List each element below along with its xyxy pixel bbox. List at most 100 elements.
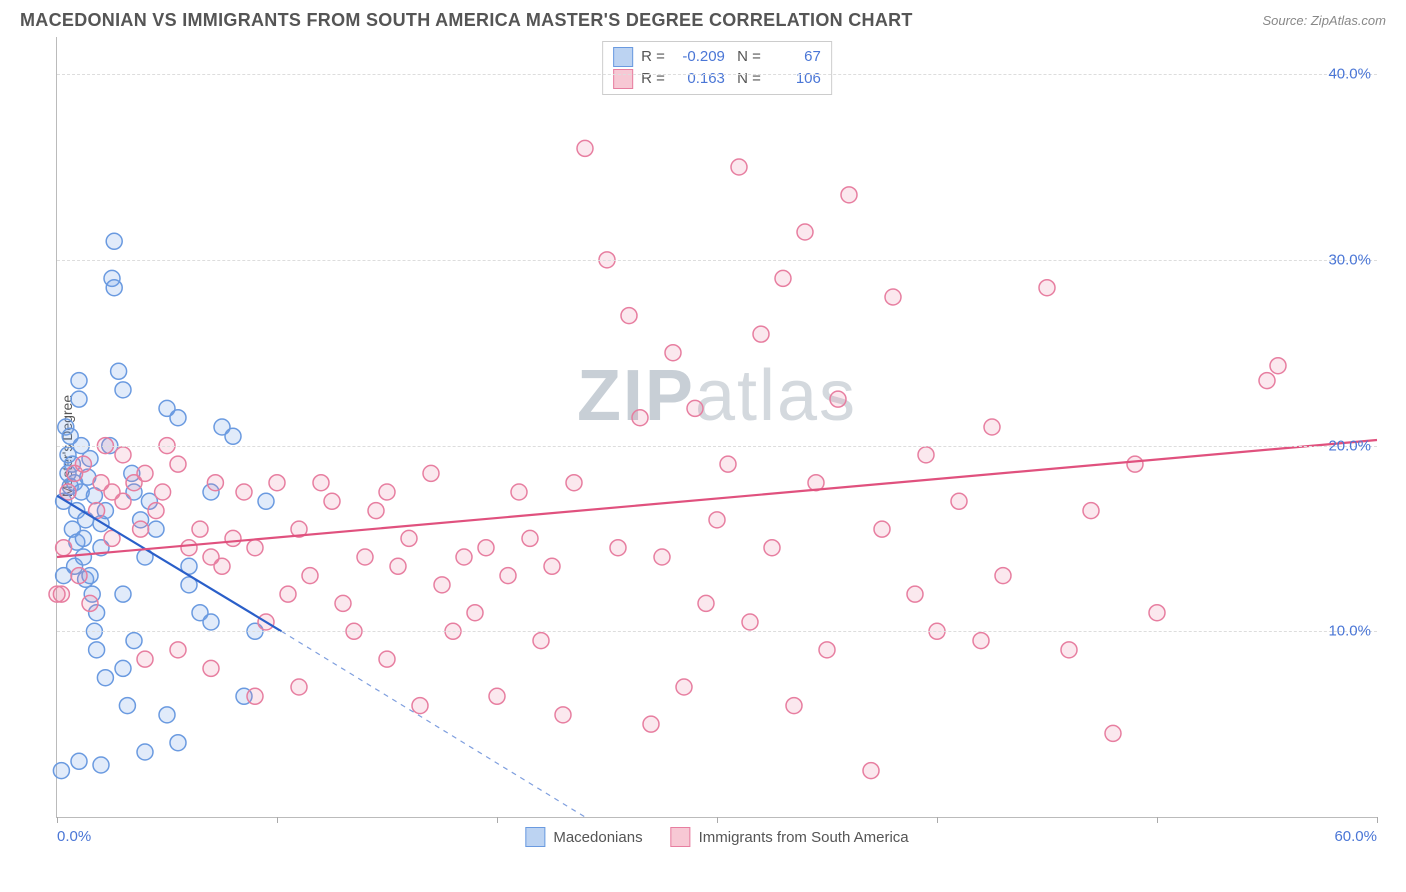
scatter-point xyxy=(71,373,87,389)
scatter-point xyxy=(269,475,285,491)
source-label: Source: ZipAtlas.com xyxy=(1262,13,1386,28)
scatter-point xyxy=(390,558,406,574)
scatter-point xyxy=(566,475,582,491)
scatter-point xyxy=(368,503,384,519)
gridline xyxy=(57,631,1377,632)
scatter-point xyxy=(207,475,223,491)
y-tick-label: 20.0% xyxy=(1328,437,1371,454)
chart-title: MACEDONIAN VS IMMIGRANTS FROM SOUTH AMER… xyxy=(20,10,913,31)
scatter-point xyxy=(170,735,186,751)
scatter-point xyxy=(133,521,149,537)
scatter-point xyxy=(775,270,791,286)
scatter-point xyxy=(423,465,439,481)
legend-label-2: Immigrants from South America xyxy=(699,829,909,846)
scatter-point xyxy=(467,605,483,621)
scatter-point xyxy=(654,549,670,565)
x-tick xyxy=(497,817,498,823)
scatter-point xyxy=(643,716,659,732)
x-tick xyxy=(57,817,58,823)
scatter-point xyxy=(786,698,802,714)
scatter-point xyxy=(75,456,91,472)
scatter-point xyxy=(742,614,758,630)
scatter-point xyxy=(291,679,307,695)
scatter-point xyxy=(126,633,142,649)
x-tick xyxy=(717,817,718,823)
scatter-point xyxy=(1149,605,1165,621)
scatter-point xyxy=(137,651,153,667)
scatter-point xyxy=(995,568,1011,584)
scatter-point xyxy=(544,558,560,574)
scatter-point xyxy=(522,530,538,546)
scatter-point xyxy=(720,456,736,472)
scatter-point xyxy=(324,493,340,509)
scatter-point xyxy=(456,549,472,565)
scatter-point xyxy=(698,595,714,611)
scatter-point xyxy=(1083,503,1099,519)
scatter-point xyxy=(82,595,98,611)
scatter-point xyxy=(401,530,417,546)
scatter-point xyxy=(478,540,494,556)
legend-item-1: Macedonians xyxy=(525,827,642,847)
stats-row-1: R = -0.209 N = 67 xyxy=(613,46,821,68)
r-value-2: 0.163 xyxy=(673,68,725,90)
scatter-point xyxy=(60,484,76,500)
gridline xyxy=(57,446,1377,447)
scatter-point xyxy=(379,651,395,667)
scatter-point xyxy=(621,308,637,324)
scatter-point xyxy=(115,586,131,602)
scatter-point xyxy=(89,642,105,658)
scatter-point xyxy=(907,586,923,602)
scatter-point xyxy=(106,233,122,249)
scatter-point xyxy=(874,521,890,537)
swatch-series-1 xyxy=(613,47,633,67)
scatter-point xyxy=(610,540,626,556)
x-max-label: 60.0% xyxy=(1334,828,1377,845)
x-tick xyxy=(937,817,938,823)
stats-row-2: R = 0.163 N = 106 xyxy=(613,68,821,90)
scatter-point xyxy=(115,493,131,509)
scatter-point xyxy=(155,484,171,500)
scatter-point xyxy=(797,224,813,240)
scatter-point xyxy=(533,633,549,649)
scatter-point xyxy=(764,540,780,556)
scatter-point xyxy=(115,447,131,463)
scatter-point xyxy=(111,363,127,379)
scatter-point xyxy=(511,484,527,500)
scatter-point xyxy=(75,549,91,565)
scatter-point xyxy=(192,521,208,537)
scatter-point xyxy=(280,586,296,602)
legend-item-2: Immigrants from South America xyxy=(671,827,909,847)
header: MACEDONIAN VS IMMIGRANTS FROM SOUTH AMER… xyxy=(0,0,1406,37)
scatter-point xyxy=(148,503,164,519)
scatter-point xyxy=(313,475,329,491)
scatter-point xyxy=(951,493,967,509)
chart-area: ZIPatlas R = -0.209 N = 67 R = 0.163 N =… xyxy=(56,37,1377,818)
scatter-point xyxy=(500,568,516,584)
scatter-point xyxy=(225,428,241,444)
scatter-point xyxy=(1259,373,1275,389)
scatter-point xyxy=(335,595,351,611)
scatter-point xyxy=(709,512,725,528)
scatter-point xyxy=(555,707,571,723)
y-tick-label: 10.0% xyxy=(1328,623,1371,640)
scatter-point xyxy=(984,419,1000,435)
scatter-point xyxy=(577,140,593,156)
scatter-point xyxy=(753,326,769,342)
scatter-point xyxy=(1127,456,1143,472)
y-tick-label: 30.0% xyxy=(1328,251,1371,268)
scatter-point xyxy=(1105,725,1121,741)
gridline xyxy=(57,74,1377,75)
trend-line-extension xyxy=(281,631,585,817)
scatter-point xyxy=(56,540,72,556)
scatter-point xyxy=(71,753,87,769)
scatter-point xyxy=(181,540,197,556)
stats-legend: R = -0.209 N = 67 R = 0.163 N = 106 xyxy=(602,41,832,95)
scatter-point xyxy=(170,456,186,472)
scatter-point xyxy=(203,614,219,630)
scatter-point xyxy=(819,642,835,658)
scatter-point xyxy=(863,763,879,779)
scatter-point xyxy=(676,679,692,695)
scatter-point xyxy=(236,484,252,500)
scatter-point xyxy=(885,289,901,305)
scatter-point xyxy=(687,400,703,416)
